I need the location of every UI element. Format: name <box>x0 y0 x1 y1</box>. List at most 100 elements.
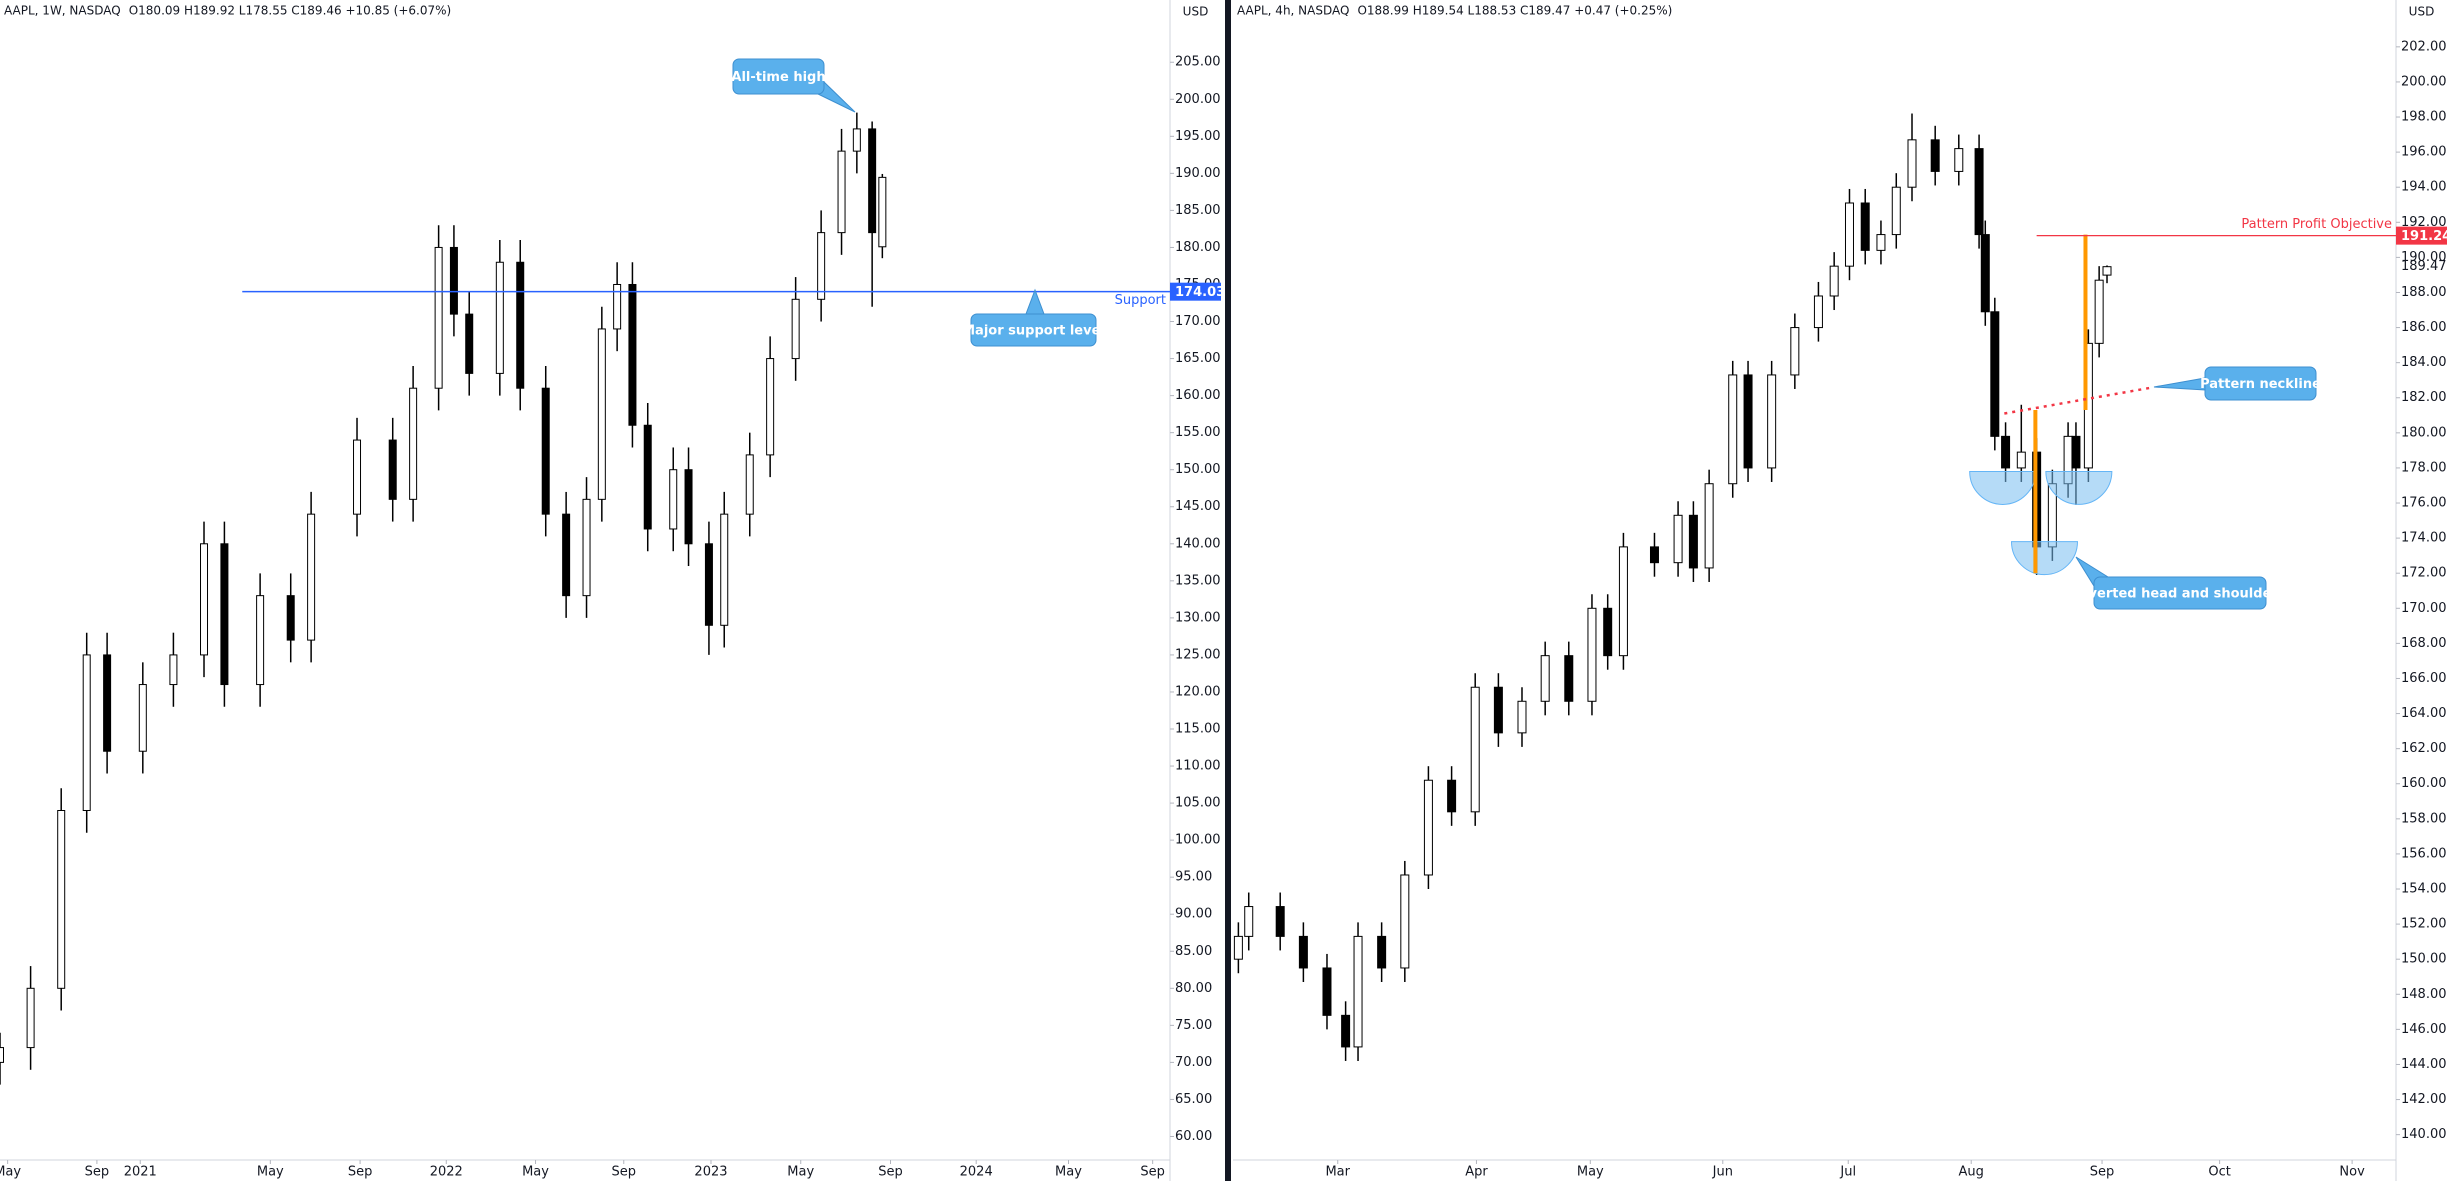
y-tick-label: 110.00 <box>1175 759 1221 774</box>
y-tick-label: 200.00 <box>2401 74 2447 89</box>
candle-body <box>1974 148 1984 236</box>
y-tick-label: 186.00 <box>2401 320 2447 335</box>
candle-body <box>1673 514 1683 564</box>
candle-body <box>1447 779 1457 813</box>
candle-body <box>837 150 846 234</box>
y-tick-label: 100.00 <box>1175 833 1221 848</box>
candle-body <box>704 543 713 626</box>
candle-body <box>766 358 775 456</box>
candle-body <box>1275 906 1285 937</box>
callout-text: Pattern neckline <box>2200 377 2321 392</box>
y-tick-label: 155.00 <box>1175 425 1221 440</box>
plot-area <box>0 112 887 1085</box>
candle-body <box>1980 234 1990 313</box>
candle-body <box>643 424 652 530</box>
y-tick-label: 185.00 <box>1175 203 1221 218</box>
x-tick-label: 2024 <box>960 1165 993 1180</box>
candle-body <box>1517 700 1527 734</box>
symbol: AAPL, 1W, NASDAQ <box>4 4 121 18</box>
candle-body <box>1470 686 1480 813</box>
y-tick-label: 156.00 <box>2401 846 2447 861</box>
price-tag-label: 174.03 <box>1175 285 1225 300</box>
candle-body <box>1688 514 1698 569</box>
y-tick-label: 85.00 <box>1175 944 1212 959</box>
candle-body <box>409 387 418 500</box>
candle-body <box>169 654 178 686</box>
y-tick-label: 145.00 <box>1175 499 1221 514</box>
candle-body <box>852 128 861 152</box>
candle-body <box>2016 451 2026 469</box>
candle-body <box>582 498 591 597</box>
candle-body <box>286 595 295 641</box>
y-tick-label: 105.00 <box>1175 796 1221 811</box>
y-tick-label: 130.00 <box>1175 610 1221 625</box>
y-tick-label: 205.00 <box>1175 55 1221 70</box>
candle-body <box>1233 935 1243 960</box>
y-tick-label: 152.00 <box>2401 917 2447 932</box>
x-tick-label: May <box>522 1165 549 1180</box>
candle-body <box>1244 906 1254 937</box>
currency: USD <box>2409 5 2435 19</box>
y-tick-label: 174.00 <box>2401 531 2447 546</box>
y-tick-label: 140.00 <box>2401 1127 2447 1142</box>
ohlc-legend: O188.99 H189.54 L188.53 C189.47 +0.47 (+… <box>1357 4 1672 18</box>
candle-body <box>562 513 571 597</box>
y-tick-label: 95.00 <box>1175 870 1212 885</box>
price-tag <box>2396 226 2447 245</box>
candle-body <box>2071 435 2081 469</box>
support-label: Support <box>1115 293 1166 308</box>
y-tick-label: 164.00 <box>2401 706 2447 721</box>
x-tick-label: Mar <box>1325 1165 1350 1180</box>
callout-box <box>2204 366 2317 401</box>
y-tick-label: 135.00 <box>1175 573 1221 588</box>
y-tick-label: 80.00 <box>1175 981 1212 996</box>
y-tick-label: 190.00 <box>2401 250 2447 265</box>
candle-body <box>1587 607 1597 702</box>
candle-body <box>628 283 637 426</box>
y-tick-label: 90.00 <box>1175 907 1212 922</box>
y-tick-label: 200.00 <box>1175 92 1221 107</box>
x-tick-label: May <box>787 1165 814 1180</box>
callout-text: All-time high <box>731 70 825 85</box>
y-tick-label: 144.00 <box>2401 1057 2447 1072</box>
y-tick-label: 182.00 <box>2401 390 2447 405</box>
candle-body <box>597 328 606 500</box>
x-tick-label: 2021 <box>124 1165 157 1180</box>
y-tick-label: 190.00 <box>1175 166 1221 181</box>
pane-divider <box>1225 0 1231 1181</box>
x-tick-label: May <box>1577 1165 1604 1180</box>
y-tick-label: 160.00 <box>2401 776 2447 791</box>
candle-body <box>495 261 504 374</box>
callout-text: Inverted head and shoulders <box>2074 587 2285 602</box>
candle-body <box>220 543 229 686</box>
y-tick-label: 188.00 <box>2401 285 2447 300</box>
candle-body <box>2102 266 2112 276</box>
candle-body <box>1493 686 1503 734</box>
y-tick-label: 160.00 <box>1175 388 1221 403</box>
neckline <box>2004 385 2155 415</box>
y-tick-label: 170.00 <box>1175 314 1221 329</box>
candle-body <box>1876 234 1886 251</box>
price-tag-label: 191.24 <box>2401 229 2447 244</box>
y-tick-label: 194.00 <box>2401 180 2447 195</box>
y-tick-label: 148.00 <box>2401 987 2447 1002</box>
candle-body <box>1649 546 1659 564</box>
x-tick-label: Aug <box>1959 1165 1984 1180</box>
candle-body <box>684 469 693 545</box>
x-tick-label: Jun <box>1712 1165 1733 1180</box>
y-tick-label: 180.00 <box>2401 425 2447 440</box>
candle-body <box>1423 779 1433 876</box>
pattern-arc <box>2010 541 2078 576</box>
x-tick-label: Sep <box>1140 1165 1165 1180</box>
y-tick-label: 166.00 <box>2401 671 2447 686</box>
y-tick-label: 142.00 <box>2401 1092 2447 1107</box>
x-tick-label: 2022 <box>430 1165 463 1180</box>
x-tick-label: Sep <box>348 1165 373 1180</box>
y-tick-label: 195.00 <box>1175 129 1221 144</box>
x-tick-label: Sep <box>878 1165 903 1180</box>
candle-body <box>1990 311 2000 437</box>
candle-body <box>516 261 525 389</box>
candle-body <box>669 469 678 530</box>
